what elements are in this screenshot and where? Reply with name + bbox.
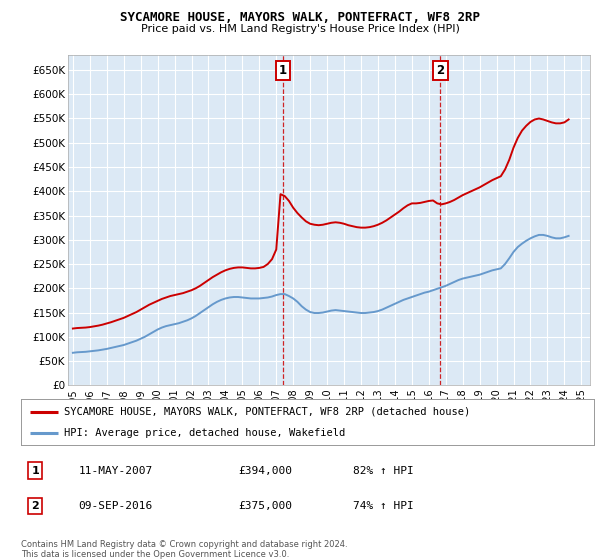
Text: 2: 2 — [31, 501, 39, 511]
Text: 1: 1 — [278, 64, 287, 77]
Text: 82% ↑ HPI: 82% ↑ HPI — [353, 465, 414, 475]
Text: HPI: Average price, detached house, Wakefield: HPI: Average price, detached house, Wake… — [64, 428, 345, 438]
Text: 74% ↑ HPI: 74% ↑ HPI — [353, 501, 414, 511]
Text: 2: 2 — [436, 64, 445, 77]
Text: £375,000: £375,000 — [239, 501, 293, 511]
Text: Price paid vs. HM Land Registry's House Price Index (HPI): Price paid vs. HM Land Registry's House … — [140, 24, 460, 34]
Text: SYCAMORE HOUSE, MAYORS WALK, PONTEFRACT, WF8 2RP (detached house): SYCAMORE HOUSE, MAYORS WALK, PONTEFRACT,… — [64, 407, 470, 417]
Text: 1: 1 — [31, 465, 39, 475]
Text: Contains HM Land Registry data © Crown copyright and database right 2024.
This d: Contains HM Land Registry data © Crown c… — [21, 540, 347, 559]
Text: £394,000: £394,000 — [239, 465, 293, 475]
Text: SYCAMORE HOUSE, MAYORS WALK, PONTEFRACT, WF8 2RP: SYCAMORE HOUSE, MAYORS WALK, PONTEFRACT,… — [120, 11, 480, 24]
Text: 11-MAY-2007: 11-MAY-2007 — [79, 465, 152, 475]
Text: 09-SEP-2016: 09-SEP-2016 — [79, 501, 152, 511]
